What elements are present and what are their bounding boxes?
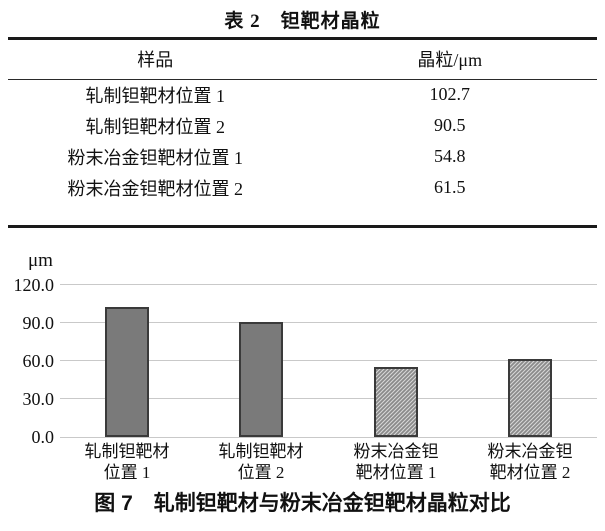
grain-cell: 54.8 (434, 146, 466, 166)
hatch-fill (376, 369, 416, 435)
x-tick-label: 轧制钽靶材 位置 2 (218, 442, 304, 482)
sample-cell: 轧制钽靶材位置 2 (85, 116, 226, 137)
grain-cell: 90.5 (434, 115, 466, 135)
y-tick-label: 120.0 (13, 274, 55, 295)
bar-1 (105, 307, 149, 437)
gridline (60, 436, 597, 438)
gridline (60, 398, 597, 400)
table-row: 轧制钽靶材位置 2 90.5 (8, 110, 597, 141)
y-tick-label: 60.0 (22, 350, 55, 371)
grain-table: 样品 晶粒/μm 轧制钽靶材位置 1 102.7 轧制钽靶材位置 2 90.5 粉末冶金钽… (8, 40, 597, 203)
table-row: 轧制钽靶材位置 1 102.7 (8, 79, 597, 110)
figure-caption: 图 7 轧制钽靶材与粉末冶金钽靶材晶粒对比 (94, 492, 511, 515)
column-header-grain: 晶粒/μm (302, 40, 597, 80)
y-tick-label: 0.0 (31, 427, 55, 447)
bar-3 (374, 367, 418, 437)
grain-table-body: 轧制钽靶材位置 1 102.7 轧制钽靶材位置 2 90.5 粉末冶金钽靶材位置 1 54… (8, 79, 597, 203)
header-row: 样品 晶粒/μm (8, 40, 597, 80)
sample-cell: 粉末冶金钽靶材位置 1 (67, 147, 244, 168)
table-row: 粉末冶金钽靶材位置 2 61.5 (8, 172, 597, 203)
grain-table-wrap: 样品 晶粒/μm 轧制钽靶材位置 1 102.7 轧制钽靶材位置 2 90.5 粉末冶金钽… (8, 37, 597, 228)
column-header-sample: 样品 (8, 40, 303, 80)
sample-cell: 轧制钽靶材位置 1 (85, 85, 226, 106)
x-tick-label: 粉末冶金钽 靶材位置 2 (487, 442, 573, 482)
grain-cell: 61.5 (434, 177, 466, 197)
sample-cell: 粉末冶金钽靶材位置 2 (67, 178, 244, 199)
bar-4 (508, 359, 552, 437)
gridline (60, 284, 597, 286)
y-tick-label: 90.0 (22, 312, 55, 333)
x-tick-label: 轧制钽靶材 位置 1 (84, 442, 170, 482)
table-title: 表 2 钽靶材晶粒 (224, 11, 381, 32)
grain-table-header: 样品 晶粒/μm (8, 40, 597, 80)
hatch-fill (510, 361, 550, 435)
gridline (60, 360, 597, 362)
grain-cell: 102.7 (429, 84, 471, 105)
gridline (60, 322, 597, 324)
table-row: 粉末冶金钽靶材位置 1 54.8 (8, 141, 597, 172)
x-tick-label: 粉末冶金钽 靶材位置 1 (353, 442, 439, 482)
y-axis-unit-label: μm (28, 250, 53, 271)
bar-2 (239, 322, 283, 437)
y-tick-label: 30.0 (22, 388, 55, 409)
